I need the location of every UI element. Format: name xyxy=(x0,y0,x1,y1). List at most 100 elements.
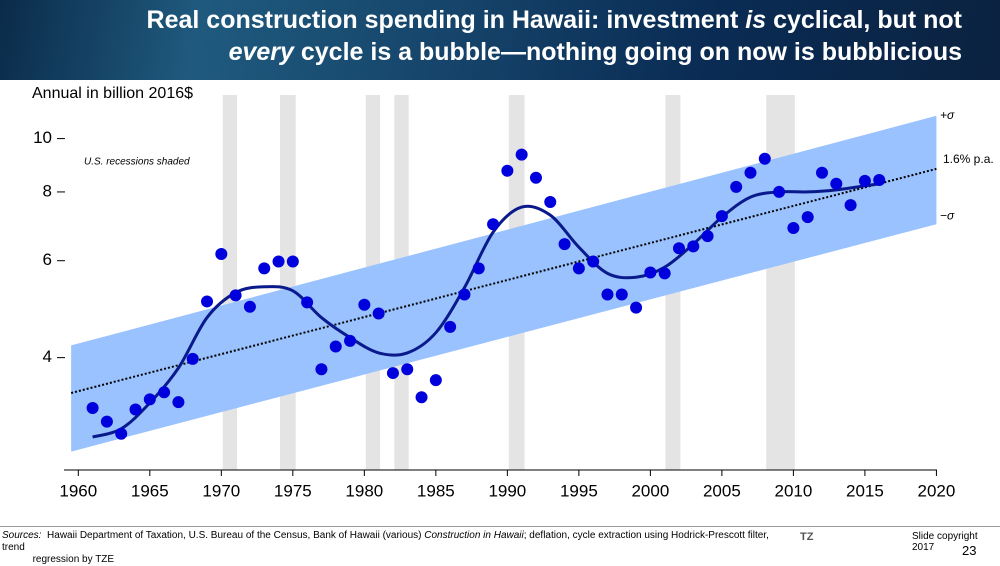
data-point xyxy=(544,196,557,209)
title-line: every cycle is a bubble—nothing going on… xyxy=(147,36,962,68)
data-point xyxy=(529,171,542,184)
data-point xyxy=(172,396,185,409)
data-point xyxy=(630,301,643,314)
data-point xyxy=(501,164,514,177)
data-point xyxy=(873,173,886,186)
trend-label: 1.6% p.a. xyxy=(943,152,994,166)
title-line: Real construction spending in Hawaii: in… xyxy=(147,4,962,36)
note: U.S. recessions shaded xyxy=(84,157,190,168)
data-point xyxy=(572,262,585,275)
x-tick-label: 2010 xyxy=(774,481,812,500)
data-point xyxy=(329,340,342,353)
recession-band xyxy=(222,95,238,470)
data-point xyxy=(372,307,385,320)
data-point xyxy=(515,148,528,161)
y-tick-label: 10 xyxy=(33,128,52,147)
sources-text: Construction in Hawaii xyxy=(424,530,524,541)
logo: TZ xyxy=(800,531,814,543)
data-point xyxy=(858,174,871,187)
data-point xyxy=(215,248,228,261)
data-point xyxy=(272,255,285,268)
data-point xyxy=(830,177,843,190)
data-point xyxy=(129,403,142,416)
data-point xyxy=(715,210,728,223)
recession-band xyxy=(766,95,795,470)
data-point xyxy=(816,166,829,179)
x-tick-label: 1995 xyxy=(560,481,598,500)
trend-line xyxy=(70,167,937,394)
data-point xyxy=(158,386,171,399)
data-point xyxy=(730,180,743,193)
recession-band xyxy=(279,95,296,470)
title-part: every xyxy=(228,38,294,66)
data-point xyxy=(672,242,685,255)
data-point xyxy=(186,352,199,365)
page-number: 23 xyxy=(962,543,977,558)
data-point xyxy=(458,288,471,301)
data-point xyxy=(587,255,600,268)
data-point xyxy=(201,295,214,308)
data-point xyxy=(787,221,800,234)
y-tick-label: 8 xyxy=(43,181,52,200)
data-point xyxy=(658,267,671,280)
x-tick-label: 1960 xyxy=(59,481,97,500)
data-point xyxy=(701,230,714,243)
x-tick-label: 1975 xyxy=(274,481,312,500)
sigma-label: +σ xyxy=(940,108,955,122)
x-tick-label: 1970 xyxy=(202,481,240,500)
data-point xyxy=(315,363,328,376)
sources-text: regression by TZE xyxy=(32,554,115,565)
sources: Sources: Hawaii Department of Taxation, … xyxy=(2,530,782,566)
banner xyxy=(0,0,1000,80)
y-tick-label: 4 xyxy=(43,347,52,366)
data-point xyxy=(773,185,786,198)
x-tick-label: 1990 xyxy=(488,481,526,500)
title-part: is xyxy=(745,6,767,34)
sigma-label: −σ xyxy=(940,208,955,222)
title: Real construction spending in Hawaii: in… xyxy=(147,4,962,68)
data-point xyxy=(487,218,500,231)
data-point xyxy=(615,288,628,301)
data-point xyxy=(444,320,457,333)
data-point xyxy=(429,374,442,387)
data-point xyxy=(601,288,614,301)
data-point xyxy=(415,391,428,404)
data-point xyxy=(801,211,814,224)
data-point xyxy=(143,393,156,406)
data-point xyxy=(687,240,700,253)
data-point xyxy=(286,255,299,268)
x-tick-label: 2000 xyxy=(631,481,669,500)
x-tick-label: 2020 xyxy=(918,481,956,500)
sources-text: ; deflation, cycle extraction using Hodr… xyxy=(2,530,769,553)
data-point xyxy=(744,166,757,179)
data-point xyxy=(558,238,571,251)
y-tick-label: 6 xyxy=(43,250,52,269)
data-point xyxy=(100,415,113,428)
data-point xyxy=(344,334,357,347)
data-point xyxy=(258,262,271,275)
x-tick-label: 2005 xyxy=(703,481,741,500)
data-point xyxy=(301,296,314,309)
data-point xyxy=(243,300,256,313)
data-point xyxy=(86,402,99,415)
title-part: cyclical, but not xyxy=(766,6,962,34)
data-point xyxy=(115,427,128,440)
copyright: Slide copyright 2017 xyxy=(912,531,978,553)
x-tick-label: 1965 xyxy=(131,481,169,500)
x-tick-label: 1985 xyxy=(417,481,455,500)
data-point xyxy=(844,199,857,212)
title-part: cycle is a bubble—nothing going on now i… xyxy=(293,38,962,66)
sources-text: Hawaii Department of Taxation, U.S. Bure… xyxy=(47,530,425,541)
data-point xyxy=(644,266,657,279)
title-part: Real construction spending in Hawaii: in… xyxy=(146,6,746,34)
data-point xyxy=(229,289,242,302)
chart: Annual in billion 2016$ U.S. recessions … xyxy=(32,85,994,500)
data-point xyxy=(472,262,485,275)
data-point xyxy=(758,152,771,165)
sigma-band xyxy=(71,115,937,452)
data-point xyxy=(401,363,414,376)
data-point xyxy=(386,367,399,380)
y-axis-label: Annual in billion 2016$ xyxy=(32,85,193,102)
x-tick-label: 1980 xyxy=(345,481,383,500)
